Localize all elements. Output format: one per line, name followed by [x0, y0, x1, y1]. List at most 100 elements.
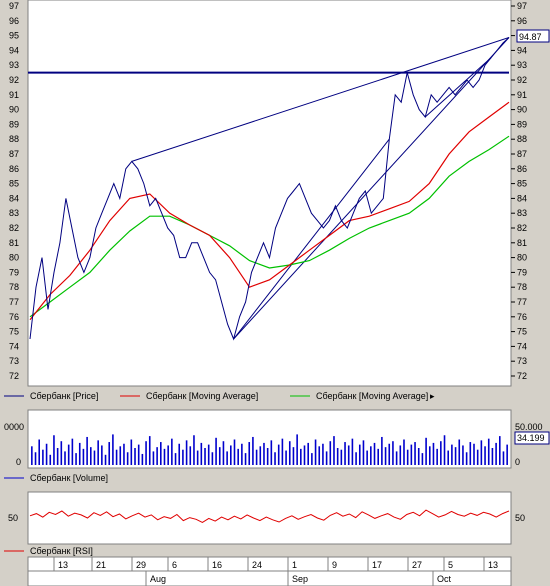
- price-axis-left: 72 73 74 75 76 77 78 79 80 81 82 83 84 85 86 87 88 89 90 91…: [9, 1, 19, 381]
- price-current-value: 94.87: [519, 32, 542, 42]
- price-tick-left: 77: [9, 297, 19, 307]
- price-tick-right: 85: [517, 179, 527, 189]
- price-tick-right: 97: [517, 1, 527, 11]
- price-tick-right: 90: [517, 105, 527, 115]
- month-label: Sep: [292, 574, 308, 584]
- day-label: 27: [412, 560, 422, 570]
- price-tick-right: 78: [517, 282, 527, 292]
- price-tick-left: 93: [9, 60, 19, 70]
- rsi-tick-left: 50: [8, 513, 18, 523]
- rsi-series-line: [29, 509, 510, 523]
- month-label: Aug: [150, 574, 166, 584]
- price-tick-right: 74: [517, 341, 527, 351]
- price-tick-left: 74: [9, 341, 19, 351]
- price-tick-right: 94: [517, 45, 527, 55]
- price-tick-left: 75: [9, 327, 19, 337]
- volume-current-box: [514, 431, 550, 445]
- price-tick-left: 82: [9, 223, 19, 233]
- legend-price-label: Сбербанк [Price]: [30, 391, 98, 401]
- ma1-series-line: [29, 101, 510, 321]
- price-tick-right: 81: [517, 238, 527, 248]
- trendline[interactable]: [424, 57, 492, 118]
- month-label: Oct: [437, 574, 452, 584]
- trendline[interactable]: [233, 138, 390, 340]
- rsi-legend: Сбербанк [RSI]: [4, 546, 93, 556]
- legend-rsi-label: Сбербанк [RSI]: [30, 546, 93, 556]
- price-tick-left: 81: [9, 238, 19, 248]
- price-tick-left: 95: [9, 31, 19, 41]
- legend-ma1-label: Сбербанк [Moving Average]: [146, 391, 258, 401]
- volume-legend: Сбербанк [Volume]: [4, 473, 108, 483]
- ma2-series-line: [29, 135, 510, 318]
- price-tick-left: 80: [9, 253, 19, 263]
- day-label: 5: [448, 560, 453, 570]
- volume-tick-left-top: 0000: [4, 422, 24, 432]
- rsi-tick-right: 50: [515, 513, 525, 523]
- volume-tick-right-top: 50.000: [515, 422, 543, 432]
- volume-panel[interactable]: [27, 409, 512, 469]
- price-tick-right: 79: [517, 267, 527, 277]
- day-label: 13: [488, 560, 498, 570]
- price-panel[interactable]: [27, 0, 512, 387]
- price-tick-right: 82: [517, 223, 527, 233]
- price-tick-left: 89: [9, 119, 19, 129]
- price-tick-right: 73: [517, 356, 527, 366]
- price-current-box: [516, 29, 550, 43]
- day-label: 24: [252, 560, 262, 570]
- day-label: 16: [212, 560, 222, 570]
- price-tick-right: 86: [517, 164, 527, 174]
- price-legend-bar: [0, 387, 550, 405]
- price-tick-right: 72: [517, 371, 527, 381]
- price-tick-left: 78: [9, 282, 19, 292]
- price-tick-left: 92: [9, 75, 19, 85]
- price-tick-right: 75: [517, 327, 527, 337]
- day-label: 29: [136, 560, 146, 570]
- price-axis-right: 72 73 74 75 76 77 78 79 80 81 82 83 84 85 86 87 88 89 90 91…: [511, 1, 527, 381]
- price-tick-right: 91: [517, 90, 527, 100]
- price-tick-right: 89: [517, 119, 527, 129]
- price-tick-right: 80: [517, 253, 527, 263]
- volume-bars: [31, 434, 508, 465]
- price-tick-left: 83: [9, 208, 19, 218]
- price-tick-right: 93: [517, 60, 527, 70]
- price-tick-right: 92: [517, 75, 527, 85]
- day-label: 6: [172, 560, 177, 570]
- price-tick-right: 88: [517, 134, 527, 144]
- price-tick-left: 90: [9, 105, 19, 115]
- volume-tick-left-bottom: 0: [16, 457, 21, 467]
- day-label: 17: [372, 560, 382, 570]
- price-tick-right: 77: [517, 297, 527, 307]
- day-label: 21: [96, 560, 106, 570]
- price-tick-left: 73: [9, 356, 19, 366]
- price-legend: Сбербанк [Price] Сбербанк [Moving Averag…: [4, 391, 435, 401]
- price-tick-right: 87: [517, 149, 527, 159]
- price-tick-left: 88: [9, 134, 19, 144]
- price-tick-right: 83: [517, 208, 527, 218]
- x-axis-labels: 13 21 29 6 16 24 1 9 17 27 5 13 Aug Sep Oct: [53, 557, 498, 586]
- day-label: 1: [292, 560, 297, 570]
- legend-scroll-arrow[interactable]: ▸: [430, 391, 435, 401]
- volume-current-value: 34.199: [517, 433, 545, 443]
- trendlines[interactable]: [131, 37, 510, 340]
- price-tick-left: 96: [9, 16, 19, 26]
- price-tick-left: 87: [9, 149, 19, 159]
- price-tick-right: 96: [517, 16, 527, 26]
- price-tick-left: 94: [9, 45, 19, 55]
- price-tick-left: 76: [9, 312, 19, 322]
- trendline[interactable]: [131, 37, 510, 162]
- price-tick-right: 76: [517, 312, 527, 322]
- price-series-line: [29, 37, 510, 341]
- price-tick-left: 79: [9, 267, 19, 277]
- price-tick-left: 85: [9, 179, 19, 189]
- day-label: 13: [58, 560, 68, 570]
- legend-ma2-label: Сбербанк [Moving Average]: [316, 391, 428, 401]
- day-label: 9: [332, 560, 337, 570]
- price-tick-left: 72: [9, 371, 19, 381]
- volume-tick-right-bottom: 0: [515, 457, 520, 467]
- price-tick-right: 84: [517, 193, 527, 203]
- price-tick-left: 86: [9, 164, 19, 174]
- price-tick-left: 84: [9, 193, 19, 203]
- trendline[interactable]: [233, 37, 510, 340]
